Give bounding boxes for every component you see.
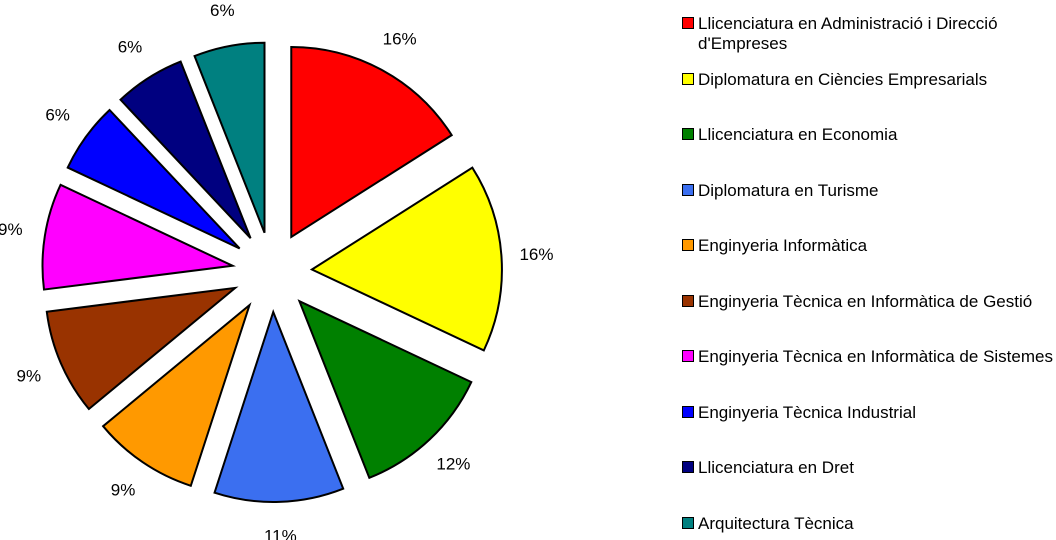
data-label: 16% <box>519 245 553 264</box>
legend-swatch <box>682 128 694 140</box>
legend-label: Enginyeria Tècnica en Informàtica de Ges… <box>698 291 1033 311</box>
chart: 16% 16% 12% 11% 9% 9% 9% 6% 6% 6% <box>0 1 553 540</box>
pie-slice <box>41 183 237 291</box>
legend-label: Enginyeria Informàtica <box>698 236 868 255</box>
pie-slice <box>119 60 252 239</box>
legend: Llicenciatura en Administració i Direcci… <box>682 0 1056 540</box>
data-label: 6% <box>210 1 235 20</box>
legend-item: Diplomatura en Ciències Empresarials <box>682 70 1054 90</box>
legend-item: Enginyeria Tècnica en Informàtica de Ges… <box>682 292 1054 312</box>
legend-item: Llicenciatura en Economia <box>682 125 1054 145</box>
legend-label: Diplomatura en Turisme <box>698 180 879 200</box>
pie-slice <box>213 309 345 503</box>
pie-slice <box>66 108 241 250</box>
legend-label: Diplomatura en Ciències Empresarials <box>698 69 988 89</box>
data-label: 9% <box>17 367 42 386</box>
legend-swatch <box>682 72 694 85</box>
legend-swatch <box>682 461 694 473</box>
pie-slice <box>101 302 252 488</box>
data-label: 12% <box>436 455 470 474</box>
legend-item: Llicenciatura en Administració i Direcci… <box>682 14 1054 54</box>
data-label: 6% <box>118 38 143 57</box>
data-label: 16% <box>383 29 417 48</box>
legend-swatch <box>682 17 694 29</box>
pie-slice <box>297 299 473 480</box>
data-label: 6% <box>45 106 70 125</box>
data-label: 9% <box>111 481 136 500</box>
legend-item: Diplomatura en Turisme <box>682 181 1054 201</box>
legend-swatch <box>682 183 694 196</box>
legend-item: Enginyeria Informàtica <box>682 236 1054 256</box>
legend-label: Enginyeria Tècnica en Informàtica de Sis… <box>698 347 1053 366</box>
legend-label: Llicenciatura en Administració i Direcci… <box>698 14 998 53</box>
legend-swatch <box>682 516 694 529</box>
legend-label: Enginyeria Tècnica Industrial <box>698 402 916 422</box>
legend-label: Arquitectura Tècnica <box>698 513 854 533</box>
pie-slice <box>290 45 454 239</box>
legend-label: Llicenciatura en Dret <box>698 458 854 477</box>
legend-swatch <box>682 405 694 418</box>
pie-slice <box>309 166 503 352</box>
legend-item: Enginyeria Tècnica en Informàtica de Sis… <box>682 347 1054 367</box>
pie-slice <box>193 41 266 234</box>
legend-item: Arquitectura Tècnica <box>682 514 1054 534</box>
legend-label: Llicenciatura en Economia <box>698 125 898 144</box>
data-label: 11% <box>264 526 297 540</box>
legend-item: Enginyeria Tècnica Industrial <box>682 403 1054 423</box>
legend-item: Llicenciatura en Dret <box>682 458 1054 478</box>
legend-swatch <box>682 350 694 362</box>
pie-slice <box>45 286 239 411</box>
data-label: 9% <box>0 220 23 239</box>
legend-swatch <box>682 239 694 251</box>
legend-swatch <box>682 294 694 307</box>
